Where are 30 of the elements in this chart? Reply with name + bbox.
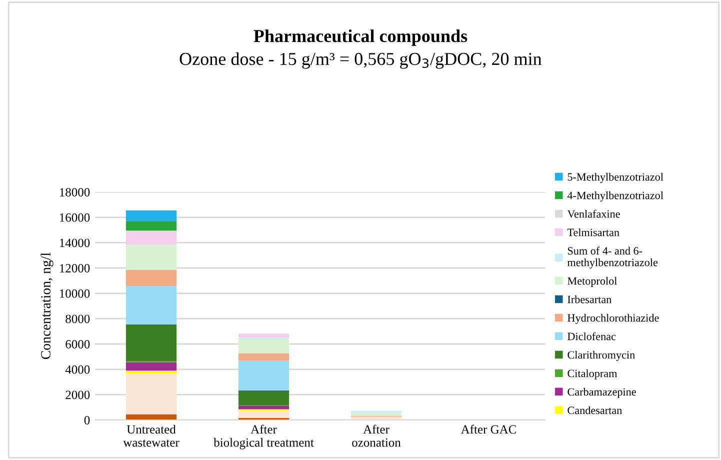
legend-label: Citalopram <box>568 369 618 380</box>
y-tick-label: 10000 <box>60 289 90 298</box>
y-tick-label: 4000 <box>65 365 90 374</box>
legend-label: Telmisartan <box>567 228 620 236</box>
y-tick-label: 0 <box>84 416 90 424</box>
y-tick-label: 6000 <box>66 340 90 348</box>
legend-label: Metoprolol <box>568 276 617 287</box>
x-tick-label: After ozonation <box>352 424 401 447</box>
legend-label: Venlafaxine <box>567 210 620 218</box>
chart-subtitle: Ozone dose - 15 g/m³ = 0,565 gO$_{3}$/gDOC, 20 min <box>180 52 542 69</box>
legend-label: 5-Methylbenzotriazol <box>568 172 664 183</box>
legend-label: Carbamazepine <box>568 388 636 398</box>
chart-title: Pharmaceutical compounds <box>254 29 468 46</box>
x-tick-label: After GAC <box>460 424 516 434</box>
legend-label: Sum of 4- and 6- methylbenzotriazole <box>567 246 658 269</box>
legend-label: 4-Methylbenzotriazol <box>567 191 664 202</box>
y-tick-label: 2000 <box>66 390 90 400</box>
y-tick-label: 16000 <box>60 213 90 222</box>
x-tick-label: After biological treatment <box>214 424 314 450</box>
legend-label: Diclofenac <box>568 332 616 340</box>
y-tick-label: 14000 <box>60 238 90 248</box>
legend-label: Candesartan <box>568 406 622 414</box>
legend-label: Hydrochlorothiazide <box>568 314 659 324</box>
y-tick-label: 8000 <box>66 314 90 324</box>
y-axis-title: Concentration, ng/l <box>40 252 54 360</box>
x-tick-label: Untreated wastewater <box>123 424 180 447</box>
y-tick-label: 12000 <box>60 264 90 272</box>
legend-label: Clarithromycin <box>568 350 635 361</box>
legend-label: Irbesartan <box>568 295 612 304</box>
y-tick-label: 18000 <box>60 188 90 196</box>
